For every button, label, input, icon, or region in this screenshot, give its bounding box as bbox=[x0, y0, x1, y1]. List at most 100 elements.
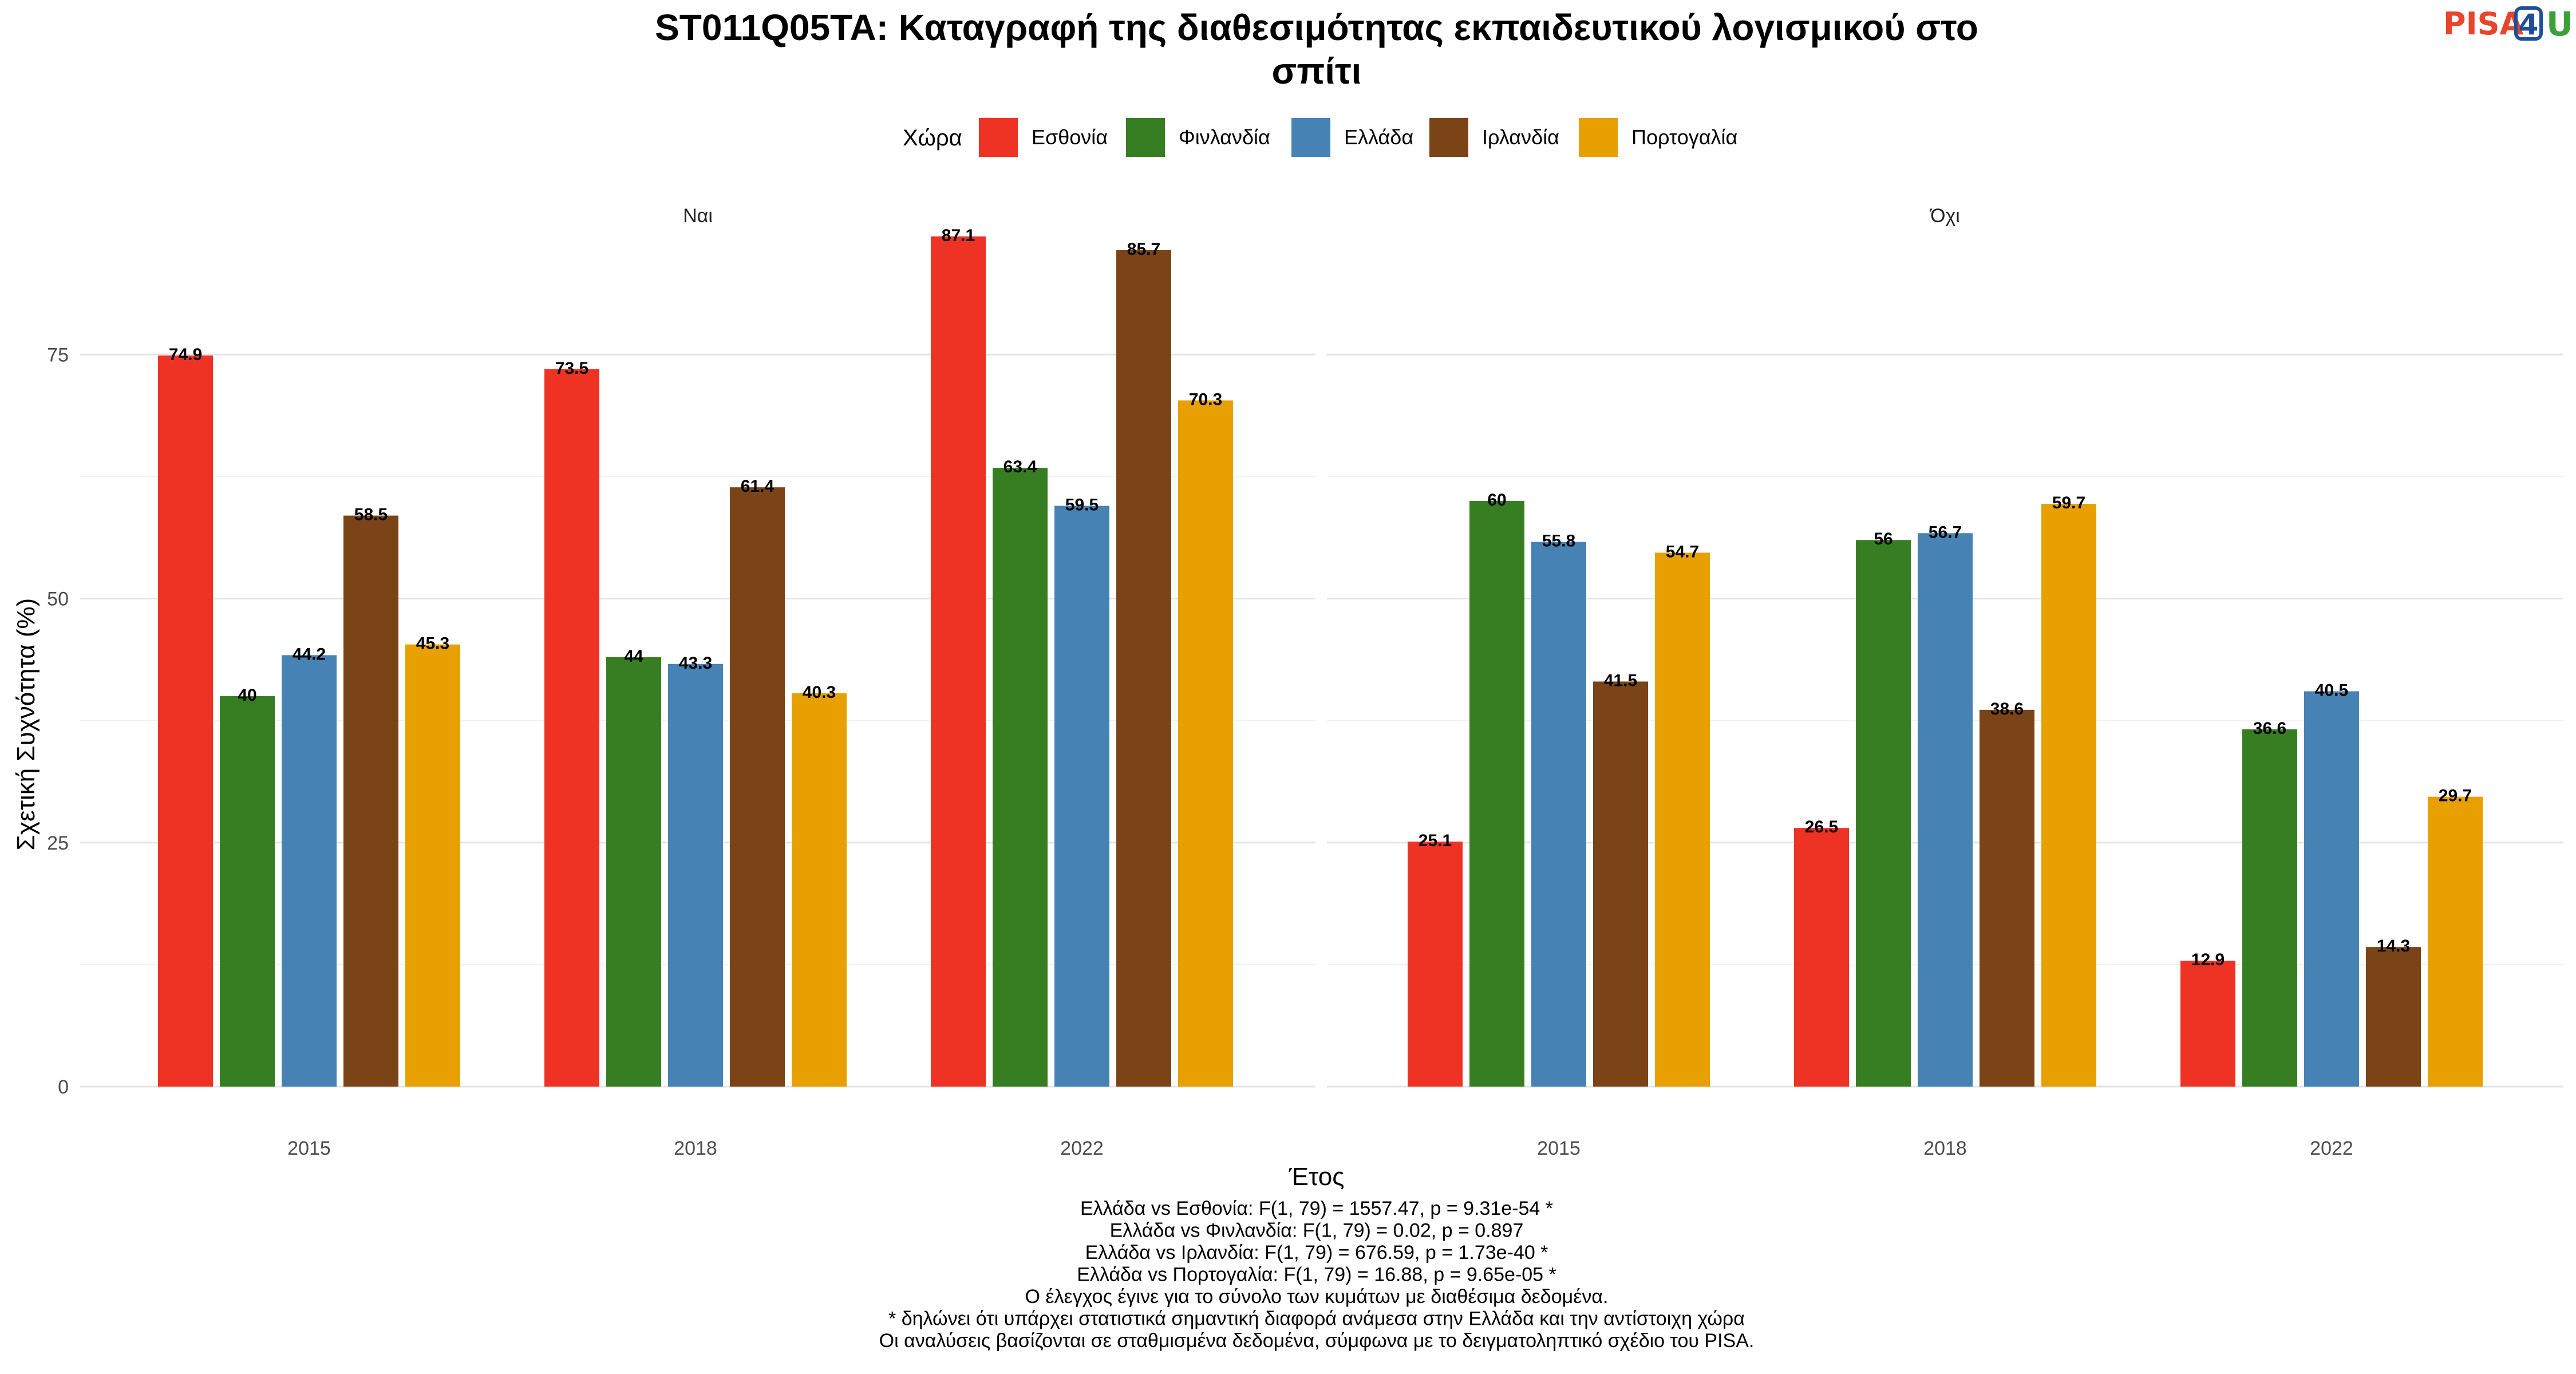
bar-1-2015-3 bbox=[282, 655, 337, 1087]
data-label: 63.4 bbox=[1003, 457, 1037, 476]
data-label: 25.1 bbox=[1419, 831, 1452, 850]
bar-2-2015-2 bbox=[1469, 501, 1524, 1087]
legend-label-4: Ιρλανδία bbox=[1482, 125, 1559, 149]
chart-title-line-1: ST011Q05TA: Καταγραφή της διαθεσιμότητας… bbox=[655, 7, 1978, 48]
legend-label-2: Φινλανδία bbox=[1179, 125, 1270, 149]
bar-2-2022-3 bbox=[2304, 691, 2359, 1087]
facet-panel-1: Ναι 0 25 50 75 2015 2018 2022 74.9 73.5 87.1 40 44 63… bbox=[47, 205, 1315, 1159]
data-label: 36.6 bbox=[2253, 719, 2286, 738]
bar-1-2022-5 bbox=[1178, 400, 1233, 1087]
data-label: 56.7 bbox=[1929, 523, 1962, 542]
bar-1-2018-3 bbox=[668, 664, 723, 1087]
bar-2-2022-1 bbox=[2180, 961, 2235, 1087]
legend-swatch-1 bbox=[979, 118, 1018, 157]
logo-text-u: U bbox=[2546, 5, 2573, 44]
data-label: 44.2 bbox=[293, 645, 326, 664]
bar-1-2022-1 bbox=[931, 236, 986, 1087]
legend-swatch-5 bbox=[1579, 118, 1618, 157]
y-tick-label: 25 bbox=[47, 832, 69, 854]
x-tick-label: 2015 bbox=[1537, 1138, 1581, 1159]
data-label: 70.3 bbox=[1189, 390, 1222, 409]
caption-line-7: Οι αναλύσεις βασίζονται σε σταθμισμένα δ… bbox=[879, 1330, 1755, 1352]
y-tick-label: 0 bbox=[58, 1076, 69, 1098]
x-tick-label: 2015 bbox=[287, 1138, 331, 1159]
bar-2-2018-4 bbox=[1980, 709, 2034, 1087]
logo-box bbox=[2514, 6, 2543, 41]
data-label: 26.5 bbox=[1805, 818, 1838, 836]
bar-1-2015-4 bbox=[343, 515, 398, 1087]
x-tick-label: 2022 bbox=[1060, 1138, 1104, 1159]
bar-1-2015-2 bbox=[220, 696, 275, 1087]
bar-2-2022-2 bbox=[2242, 729, 2297, 1087]
bar-2-2018-5 bbox=[2041, 504, 2096, 1087]
chart-title-line-2: σπίτι bbox=[1272, 50, 1362, 92]
legend-title: Χώρα bbox=[903, 125, 962, 151]
data-label: 29.7 bbox=[2439, 787, 2472, 806]
data-label: 45.3 bbox=[416, 634, 449, 653]
bar-1-2022-2 bbox=[993, 468, 1048, 1087]
data-label: 40.5 bbox=[2315, 681, 2348, 700]
bar-2-2015-1 bbox=[1408, 842, 1463, 1087]
bar-1-2015-5 bbox=[405, 644, 460, 1087]
x-tick-label: 2022 bbox=[2310, 1138, 2353, 1159]
bar-2-2018-2 bbox=[1856, 540, 1911, 1087]
bar-2-2015-5 bbox=[1655, 552, 1710, 1087]
y-axis-title: Σχετική Συχνότητα (%) bbox=[12, 598, 40, 851]
facet-label-2: Όχι bbox=[1929, 205, 1960, 227]
bar-2-2018-3 bbox=[1918, 533, 1973, 1087]
bar-1-2015-1 bbox=[158, 356, 213, 1087]
data-label: 14.3 bbox=[2377, 937, 2410, 956]
facet-panel-2: Όχι 2015 2018 2022 25.1 26.5 12.9 60 56 36.6 55.8 5… bbox=[1327, 205, 2563, 1159]
data-label: 59.5 bbox=[1065, 496, 1099, 515]
data-label: 55.8 bbox=[1542, 532, 1575, 551]
bar-2-2022-5 bbox=[2428, 796, 2483, 1087]
data-label: 59.7 bbox=[2052, 493, 2085, 512]
data-label: 54.7 bbox=[1666, 542, 1699, 561]
caption-line-2: Ελλάδα vs Φινλανδία: F(1, 79) = 0.02, p … bbox=[1110, 1220, 1524, 1242]
facet-label-1: Ναι bbox=[683, 205, 713, 227]
x-tick-label: 2018 bbox=[1923, 1138, 1967, 1159]
legend-label-1: Εσθονία bbox=[1032, 125, 1108, 149]
bar-1-2022-4 bbox=[1116, 250, 1171, 1087]
facets: Ναι 0 25 50 75 2015 2018 2022 74.9 73.5 87.1 40 44 63… bbox=[47, 205, 2563, 1159]
bar-2-2018-1 bbox=[1794, 828, 1849, 1087]
data-label: 58.5 bbox=[354, 506, 388, 524]
legend: Χώρα Εσθονία Φινλανδία Ελλάδα Ιρλανδία Πορτο… bbox=[903, 118, 1737, 157]
x-axis-title: Έτος bbox=[1289, 1163, 1345, 1191]
data-label: 38.6 bbox=[1990, 700, 2024, 718]
bar-1-2018-4 bbox=[730, 487, 785, 1087]
data-label: 61.4 bbox=[741, 477, 775, 496]
legend-swatch-4 bbox=[1429, 118, 1468, 157]
legend-swatch-2 bbox=[1126, 118, 1165, 157]
data-label: 44 bbox=[624, 647, 643, 666]
legend-label-5: Πορτογαλία bbox=[1631, 125, 1737, 149]
caption-line-6: * δηλώνει ότι υπάρχει στατιστικά σημαντι… bbox=[888, 1308, 1745, 1330]
bar-2-2015-4 bbox=[1593, 681, 1648, 1087]
data-label: 56 bbox=[1874, 530, 1893, 548]
data-label: 41.5 bbox=[1604, 671, 1637, 690]
data-label: 40 bbox=[238, 686, 256, 705]
logo-text-4: 4 bbox=[2519, 8, 2539, 41]
y-tick-label: 75 bbox=[47, 344, 69, 366]
data-label: 87.1 bbox=[942, 226, 975, 245]
caption-line-4: Ελλάδα vs Πορτογαλία: F(1, 79) = 16.88, … bbox=[1077, 1264, 1556, 1286]
data-label: 73.5 bbox=[555, 359, 588, 378]
data-label: 12.9 bbox=[2191, 950, 2225, 969]
bar-1-2018-2 bbox=[606, 657, 661, 1087]
data-label: 74.9 bbox=[169, 345, 202, 364]
caption-line-5: Ο έλεγχος έγινε για το σύνολο των κυμάτω… bbox=[1025, 1286, 1609, 1308]
pisa4u-logo: PISA 4 U bbox=[2443, 5, 2573, 44]
data-label: 40.3 bbox=[803, 683, 836, 702]
caption-line-3: Ελλάδα vs Ιρλανδία: F(1, 79) = 676.59, p… bbox=[1085, 1242, 1548, 1264]
data-label: 85.7 bbox=[1127, 240, 1160, 259]
data-label: 60 bbox=[1487, 491, 1506, 510]
x-tick-label: 2018 bbox=[674, 1138, 717, 1159]
y-tick-label: 50 bbox=[47, 589, 69, 610]
bar-1-2018-1 bbox=[544, 369, 599, 1087]
caption-line-1: Ελλάδα vs Εσθονία: F(1, 79) = 1557.47, p… bbox=[1080, 1198, 1553, 1219]
logo-text-pisa: PISA bbox=[2443, 6, 2524, 42]
legend-swatch-3 bbox=[1291, 118, 1330, 157]
bar-1-2018-5 bbox=[792, 693, 847, 1087]
bar-2-2015-3 bbox=[1531, 542, 1586, 1087]
